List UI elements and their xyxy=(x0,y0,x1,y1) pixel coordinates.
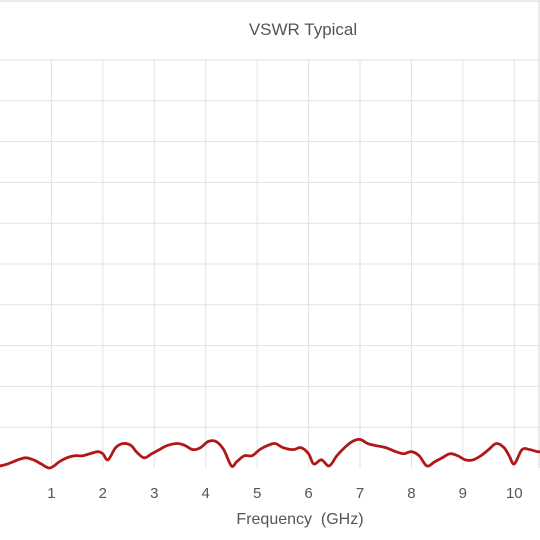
chart-title: VSWR Typical xyxy=(249,20,357,39)
chart-frame xyxy=(0,0,540,468)
x-tick-label: 7 xyxy=(356,485,364,502)
x-tick-label: 2 xyxy=(99,485,107,502)
x-tick-label: 6 xyxy=(304,485,312,502)
x-tick-label: 4 xyxy=(202,485,210,502)
vswr-series-line xyxy=(0,437,540,470)
x-tick-label: 10 xyxy=(506,485,523,502)
x-axis-label: Frequency (GHz) xyxy=(236,511,363,528)
x-tick-label: 5 xyxy=(253,485,261,502)
x-tick-label: 9 xyxy=(459,485,467,502)
x-tick-label: 3 xyxy=(150,485,158,502)
x-tick-label: 8 xyxy=(407,485,415,502)
grid xyxy=(0,59,540,468)
x-tick-label: 1 xyxy=(47,485,55,502)
x-tick-labels: 1 2 3 4 5 6 7 8 9 10 xyxy=(47,485,522,502)
series-layer xyxy=(0,437,540,470)
